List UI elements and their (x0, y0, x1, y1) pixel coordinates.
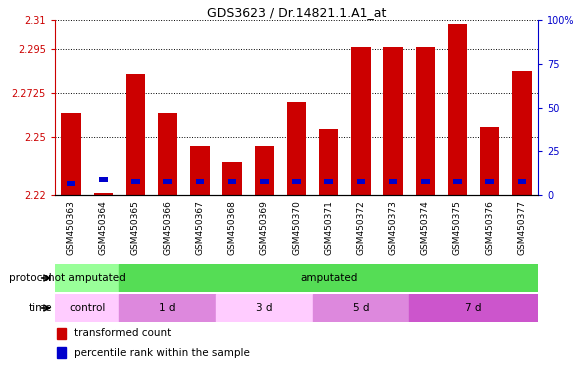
Text: GSM450377: GSM450377 (517, 200, 527, 255)
Text: GSM450372: GSM450372 (356, 200, 365, 255)
Text: protocol: protocol (9, 273, 52, 283)
Bar (195, 179, 204, 184)
Text: GSM450368: GSM450368 (227, 200, 237, 255)
Text: 5 d: 5 d (353, 303, 369, 313)
Bar (287, 102, 306, 195)
Bar (292, 179, 301, 184)
Text: time: time (28, 303, 52, 313)
Text: 7 d: 7 d (465, 303, 482, 313)
Bar (190, 146, 209, 195)
Bar (126, 74, 145, 195)
Bar (357, 179, 365, 184)
Bar (324, 179, 333, 184)
Text: not amputated: not amputated (48, 273, 126, 283)
Text: GSM450364: GSM450364 (99, 200, 108, 255)
Bar (512, 71, 531, 195)
Text: GSM450367: GSM450367 (195, 200, 204, 255)
Bar (158, 113, 177, 195)
Text: percentile rank within the sample: percentile rank within the sample (74, 348, 249, 358)
Text: GSM450366: GSM450366 (163, 200, 172, 255)
Title: GDS3623 / Dr.14821.1.A1_at: GDS3623 / Dr.14821.1.A1_at (207, 6, 386, 19)
Text: 3 d: 3 d (256, 303, 273, 313)
Text: transformed count: transformed count (74, 328, 171, 339)
Bar (216, 294, 313, 322)
Bar (119, 264, 538, 292)
Bar (260, 179, 269, 184)
Text: GSM450374: GSM450374 (421, 200, 430, 255)
Bar (517, 179, 526, 184)
Text: GSM450369: GSM450369 (260, 200, 269, 255)
Text: GSM450365: GSM450365 (131, 200, 140, 255)
Bar (164, 179, 172, 184)
Text: GSM450375: GSM450375 (453, 200, 462, 255)
Bar (55, 264, 119, 292)
Bar (93, 193, 113, 195)
Bar (421, 179, 430, 184)
Bar (57, 328, 67, 339)
Bar (453, 179, 462, 184)
Bar (351, 47, 371, 195)
Bar (383, 47, 403, 195)
Bar (313, 294, 409, 322)
Text: GSM450370: GSM450370 (292, 200, 301, 255)
Bar (448, 24, 467, 195)
Bar (119, 294, 216, 322)
Bar (228, 179, 237, 184)
Bar (131, 179, 140, 184)
Bar (409, 294, 538, 322)
Text: GSM450363: GSM450363 (67, 200, 75, 255)
Text: 1 d: 1 d (160, 303, 176, 313)
Bar (57, 347, 67, 358)
Bar (61, 113, 81, 195)
Bar (319, 129, 338, 195)
Text: control: control (69, 303, 106, 313)
Bar (416, 47, 435, 195)
Text: GSM450371: GSM450371 (324, 200, 333, 255)
Text: amputated: amputated (300, 273, 357, 283)
Bar (67, 181, 75, 186)
Bar (55, 294, 119, 322)
Bar (255, 146, 274, 195)
Bar (485, 179, 494, 184)
Bar (99, 177, 108, 182)
Bar (223, 162, 242, 195)
Bar (480, 127, 499, 195)
Text: GSM450376: GSM450376 (485, 200, 494, 255)
Bar (389, 179, 397, 184)
Text: GSM450373: GSM450373 (389, 200, 398, 255)
